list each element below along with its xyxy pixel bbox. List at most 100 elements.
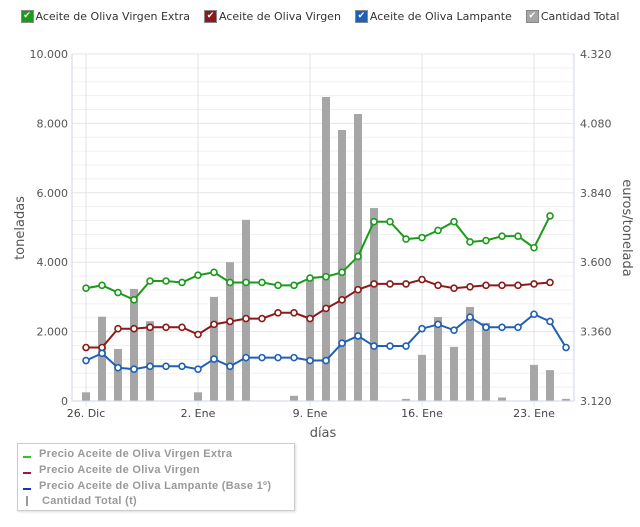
data-point-marker[interactable] — [434, 320, 442, 329]
bar[interactable] — [434, 317, 442, 401]
bar[interactable] — [498, 397, 506, 401]
data-point-marker[interactable] — [418, 275, 426, 284]
data-point-marker[interactable] — [498, 281, 506, 290]
bar[interactable] — [242, 219, 250, 401]
data-point-marker[interactable] — [562, 343, 570, 352]
data-point-marker[interactable] — [450, 217, 458, 226]
data-point-marker[interactable] — [130, 365, 138, 373]
bar[interactable] — [466, 306, 474, 401]
bar[interactable] — [290, 395, 298, 401]
data-point-marker[interactable] — [498, 232, 506, 240]
data-point-marker[interactable] — [290, 281, 298, 290]
data-point-marker[interactable] — [322, 356, 330, 365]
data-point-marker[interactable] — [354, 252, 362, 261]
bar[interactable] — [370, 208, 378, 401]
checkbox-checked-icon[interactable]: ✔ — [203, 10, 217, 23]
data-point-marker[interactable] — [290, 353, 298, 362]
bar[interactable] — [418, 354, 426, 401]
data-point-marker[interactable] — [210, 320, 218, 329]
data-point-marker[interactable] — [162, 277, 170, 285]
data-point-marker[interactable] — [210, 355, 218, 363]
data-point-marker[interactable] — [498, 323, 506, 332]
data-point-marker[interactable] — [178, 362, 186, 371]
data-point-marker[interactable] — [530, 310, 538, 319]
data-point-marker[interactable] — [418, 233, 426, 242]
data-point-marker[interactable] — [466, 313, 474, 321]
bar[interactable] — [402, 398, 410, 401]
data-point-marker[interactable] — [162, 362, 170, 371]
data-point-marker[interactable] — [370, 342, 378, 350]
data-point-marker[interactable] — [210, 268, 218, 277]
bar[interactable] — [562, 398, 570, 401]
bar[interactable] — [338, 129, 346, 402]
data-point-marker[interactable] — [370, 217, 378, 226]
data-point-marker[interactable] — [242, 314, 250, 323]
data-point-marker[interactable] — [82, 356, 90, 365]
data-point-marker[interactable] — [386, 217, 394, 226]
data-point-marker[interactable] — [178, 278, 186, 287]
data-point-marker[interactable] — [466, 282, 474, 291]
legend-toggle-virgen-extra[interactable]: ✔ Aceite de Oliva Virgen Extra — [20, 10, 190, 23]
data-point-marker[interactable] — [146, 277, 154, 285]
data-point-marker[interactable] — [434, 281, 442, 290]
data-point-marker[interactable] — [514, 323, 522, 332]
data-point-marker[interactable] — [482, 323, 490, 332]
data-point-marker[interactable] — [82, 284, 90, 293]
data-point-marker[interactable] — [194, 365, 202, 373]
data-point-marker[interactable] — [482, 236, 490, 245]
data-point-marker[interactable] — [306, 274, 314, 282]
data-point-marker[interactable] — [130, 295, 138, 304]
data-point-marker[interactable] — [450, 326, 458, 334]
data-point-marker[interactable] — [354, 285, 362, 294]
data-point-marker[interactable] — [242, 278, 250, 287]
data-point-marker[interactable] — [418, 324, 426, 333]
data-point-marker[interactable] — [530, 243, 538, 252]
data-point-marker[interactable] — [514, 232, 522, 240]
data-point-marker[interactable] — [226, 317, 234, 326]
bar[interactable] — [322, 97, 330, 401]
data-point-marker[interactable] — [130, 324, 138, 333]
bar[interactable] — [146, 321, 154, 401]
data-point-marker[interactable] — [274, 281, 282, 290]
bar[interactable] — [114, 348, 122, 401]
data-point-marker[interactable] — [338, 268, 346, 277]
legend-toggle-cantidad-total[interactable]: ✔ Cantidad Total — [525, 10, 619, 23]
data-point-marker[interactable] — [338, 295, 346, 304]
bar[interactable] — [210, 296, 218, 401]
data-point-marker[interactable] — [162, 323, 170, 332]
data-point-marker[interactable] — [114, 288, 122, 297]
data-point-marker[interactable] — [402, 342, 410, 350]
data-point-marker[interactable] — [258, 278, 266, 287]
data-point-marker[interactable] — [194, 271, 202, 280]
data-point-marker[interactable] — [290, 309, 298, 317]
data-point-marker[interactable] — [114, 324, 122, 333]
checkbox-checked-icon[interactable]: ✔ — [20, 10, 34, 23]
data-point-marker[interactable] — [258, 353, 266, 362]
data-point-marker[interactable] — [242, 353, 250, 362]
data-point-marker[interactable] — [114, 363, 122, 372]
checkbox-checked-icon[interactable]: ✔ — [354, 10, 368, 23]
data-point-marker[interactable] — [482, 281, 490, 290]
data-point-marker[interactable] — [546, 317, 554, 326]
data-point-marker[interactable] — [98, 349, 106, 358]
bar[interactable] — [546, 370, 554, 401]
data-point-marker[interactable] — [402, 280, 410, 288]
data-point-marker[interactable] — [370, 280, 378, 288]
data-point-marker[interactable] — [274, 309, 282, 317]
data-point-marker[interactable] — [226, 362, 234, 371]
data-point-marker[interactable] — [338, 339, 346, 347]
bar[interactable] — [194, 392, 202, 401]
data-point-marker[interactable] — [306, 356, 314, 365]
bar[interactable] — [530, 364, 538, 401]
data-point-marker[interactable] — [434, 226, 442, 235]
data-point-marker[interactable] — [226, 278, 234, 287]
data-point-marker[interactable] — [306, 314, 314, 323]
legend-toggle-lampante[interactable]: ✔ Aceite de Oliva Lampante — [354, 10, 512, 23]
data-point-marker[interactable] — [82, 343, 90, 352]
data-point-marker[interactable] — [354, 332, 362, 340]
data-point-marker[interactable] — [546, 278, 554, 287]
bar[interactable] — [226, 262, 234, 401]
data-point-marker[interactable] — [466, 238, 474, 246]
bar[interactable] — [130, 288, 138, 401]
data-point-marker[interactable] — [514, 281, 522, 290]
